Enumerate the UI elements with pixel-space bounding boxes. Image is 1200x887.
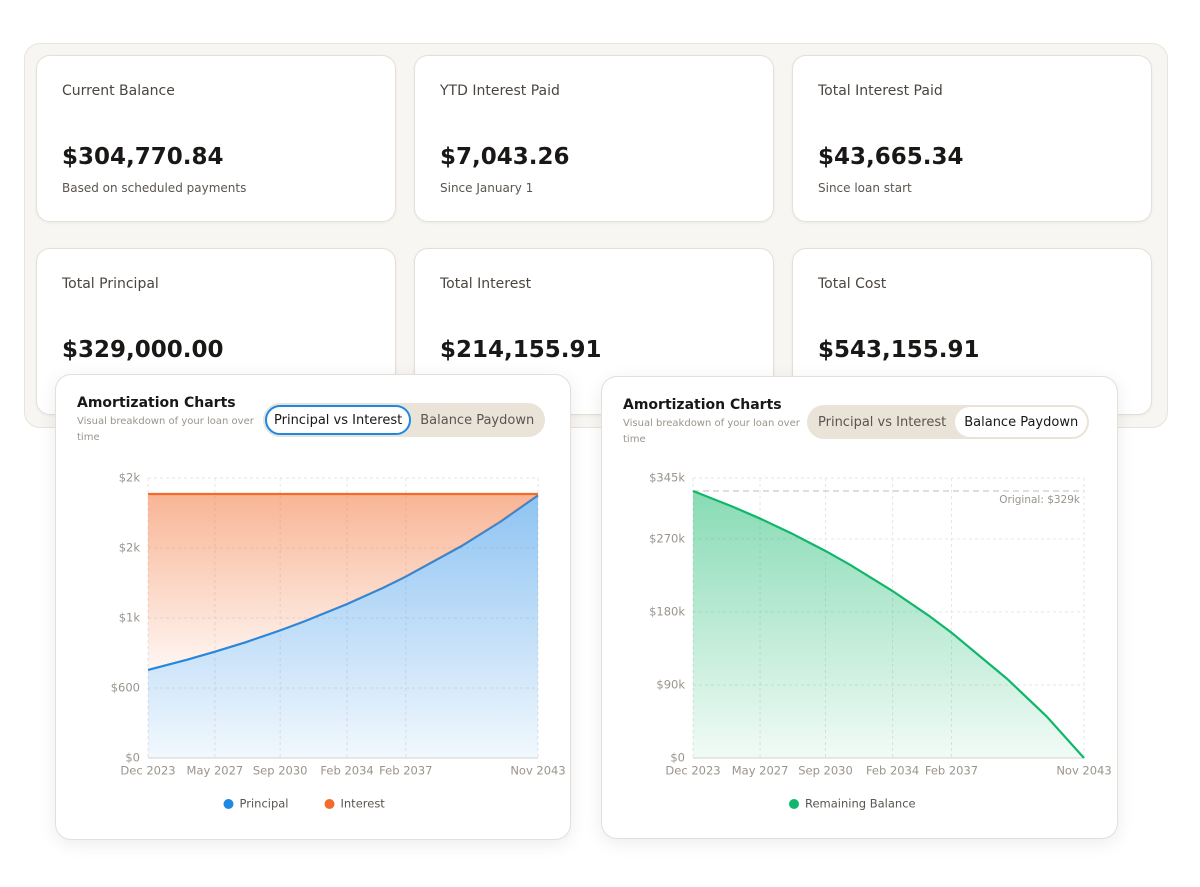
x-tick-label: Feb 2037 [925, 764, 978, 778]
toggle: Principal vs Interest Balance Paydown [807, 405, 1090, 439]
chart-subtitle: Visual breakdown of your loan over time [623, 418, 800, 445]
line [692, 489, 1085, 759]
toggle-button[interactable]: Principal vs Interest [809, 407, 955, 437]
stat-label: Total Cost [818, 276, 887, 292]
chart-title: Amortization Charts [623, 397, 782, 413]
y-tick-label: $0 [670, 751, 685, 765]
stat-label: Total Interest Paid [818, 83, 943, 99]
x-tick-label: Sep 2030 [798, 764, 853, 778]
stat-label: Current Balance [62, 83, 175, 99]
stat-value: $304,770.84 [62, 144, 224, 170]
x-tick-label: Dec 2023 [665, 764, 720, 778]
x-tick-label: Dec 2023 [120, 764, 175, 778]
stat-note: Since January 1 [440, 181, 534, 195]
area [148, 495, 538, 758]
chart-title: Amortization Charts [77, 395, 236, 411]
legend-swatch [324, 799, 335, 809]
reference-label: Original: $329k [999, 494, 1081, 506]
stat-card: Total Interest Paid $43,665.34 Since loan … [792, 55, 1152, 222]
x-tick-label: Nov 2043 [1056, 764, 1111, 778]
chart-card: $0 $90k $180k $270k $345k Dec 2023 May 2027 Sep… [601, 376, 1118, 839]
area [693, 490, 1084, 758]
area [148, 493, 538, 670]
stat-value: $329,000.00 [62, 337, 224, 363]
legend-label: Interest [341, 797, 386, 811]
toggle-button[interactable]: Principal vs Interest [265, 405, 412, 435]
stat-value: $214,155.91 [440, 337, 602, 363]
y-tick-label: $2k [119, 541, 141, 555]
x-tick-label: Feb 2034 [866, 764, 919, 778]
x-tick-label: May 2027 [732, 764, 789, 778]
y-tick-label: $2k [119, 471, 141, 485]
toggle-button[interactable]: Balance Paydown [411, 405, 543, 435]
chart: $0 $600 $1k $2k $2k Dec 2023 May 2027 Sep 2030 F… [111, 471, 566, 811]
y-tick-label: $0 [125, 751, 140, 765]
stat-note: Based on scheduled payments [62, 181, 247, 195]
legend-label: Principal [240, 797, 289, 811]
stat-label: Total Principal [62, 276, 159, 292]
x-tick-label: May 2027 [187, 764, 244, 778]
y-tick-label: $90k [656, 677, 685, 691]
stat-card: Current Balance $304,770.84 Based on sched… [36, 55, 396, 222]
stat-note: Since loan start [818, 181, 912, 195]
stat-value: $43,665.34 [818, 144, 964, 170]
chart-card: $0 $600 $1k $2k $2k Dec 2023 May 2027 Sep 2030 F… [55, 374, 571, 840]
stat-label: YTD Interest Paid [440, 83, 560, 99]
toggle: Principal vs Interest Balance Paydown [263, 403, 546, 437]
y-tick-label: $600 [111, 681, 140, 695]
x-tick-label: Feb 2034 [320, 764, 373, 778]
y-tick-label: $270k [649, 531, 685, 545]
y-tick-label: $345k [649, 471, 685, 485]
y-tick-label: $180k [649, 604, 685, 618]
stat-value: $7,043.26 [440, 144, 570, 170]
toggle-button[interactable]: Balance Paydown [955, 407, 1088, 437]
stat-label: Total Interest [440, 276, 532, 292]
legend-swatch [789, 799, 799, 809]
stat-card: YTD Interest Paid $7,043.26 Since January … [414, 55, 774, 222]
x-tick-label: Sep 2030 [253, 764, 308, 778]
stat-value: $543,155.91 [818, 337, 980, 363]
y-tick-label: $1k [119, 611, 141, 625]
chart: $0 $90k $180k $270k $345k Dec 2023 May 2027 Sep… [649, 471, 1112, 811]
x-tick-label: Nov 2043 [510, 764, 565, 778]
x-tick-label: Feb 2037 [379, 764, 432, 778]
legend-swatch [223, 799, 234, 809]
legend-label: Remaining Balance [805, 797, 916, 811]
chart-subtitle: Visual breakdown of your loan over time [77, 416, 254, 443]
